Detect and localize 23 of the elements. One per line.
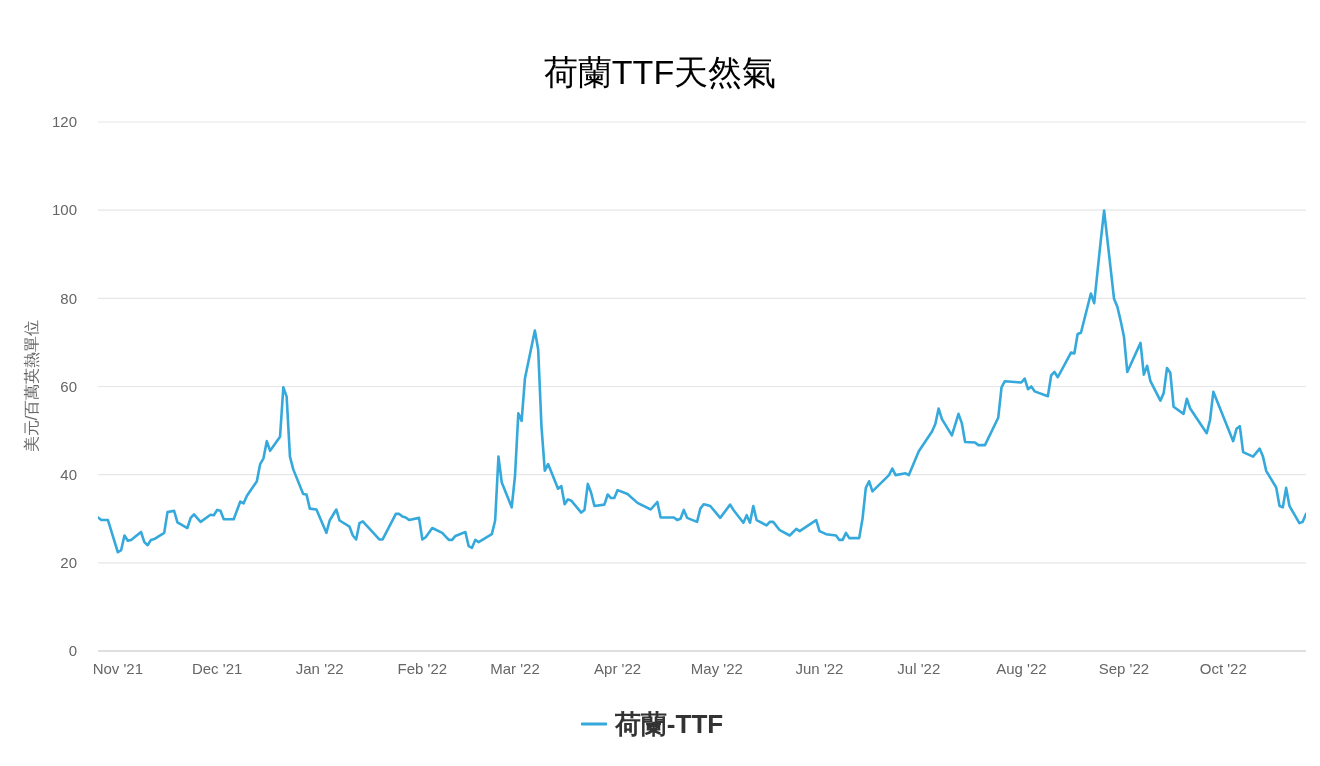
x-tick-label: Jul '22 (897, 659, 941, 677)
y-tick-label: 60 (60, 377, 77, 395)
y-axis-title: 美元/百萬英熱單位 (23, 319, 40, 453)
x-tick-label: Aug '22 (996, 659, 1047, 677)
x-tick-label: Jan '22 (295, 659, 344, 677)
y-tick-label: 40 (60, 465, 77, 483)
x-tick-label: May '22 (690, 659, 743, 677)
x-tick-label: Dec '21 (191, 659, 243, 677)
line-series (98, 209, 1306, 554)
y-tick-label: 20 (60, 554, 77, 572)
x-tick-label: Jun '22 (795, 659, 844, 677)
y-tick-label: 120 (51, 113, 77, 131)
y-tick-label: 80 (60, 289, 77, 307)
chart-title: 荷蘭TTF天然氣 (543, 53, 777, 91)
x-tick-label: Apr '22 (594, 659, 642, 677)
x-tick-label: Nov '21 (92, 659, 144, 677)
legend-label: 荷蘭-TTF (614, 707, 724, 741)
x-tick-label: Sep '22 (1098, 659, 1150, 677)
y-tick-label: 0 (68, 642, 77, 660)
x-tick-label: Oct '22 (1199, 659, 1247, 677)
x-tick-label: Feb '22 (397, 659, 448, 677)
x-tick-label: Mar '22 (490, 659, 540, 677)
y-tick-label: 100 (51, 201, 77, 219)
